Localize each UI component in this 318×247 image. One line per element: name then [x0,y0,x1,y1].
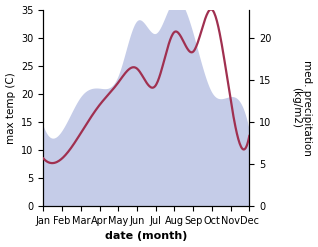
X-axis label: date (month): date (month) [105,231,188,242]
Y-axis label: max temp (C): max temp (C) [5,72,16,144]
Y-axis label: med. precipitation
(kg/m2): med. precipitation (kg/m2) [291,60,313,156]
